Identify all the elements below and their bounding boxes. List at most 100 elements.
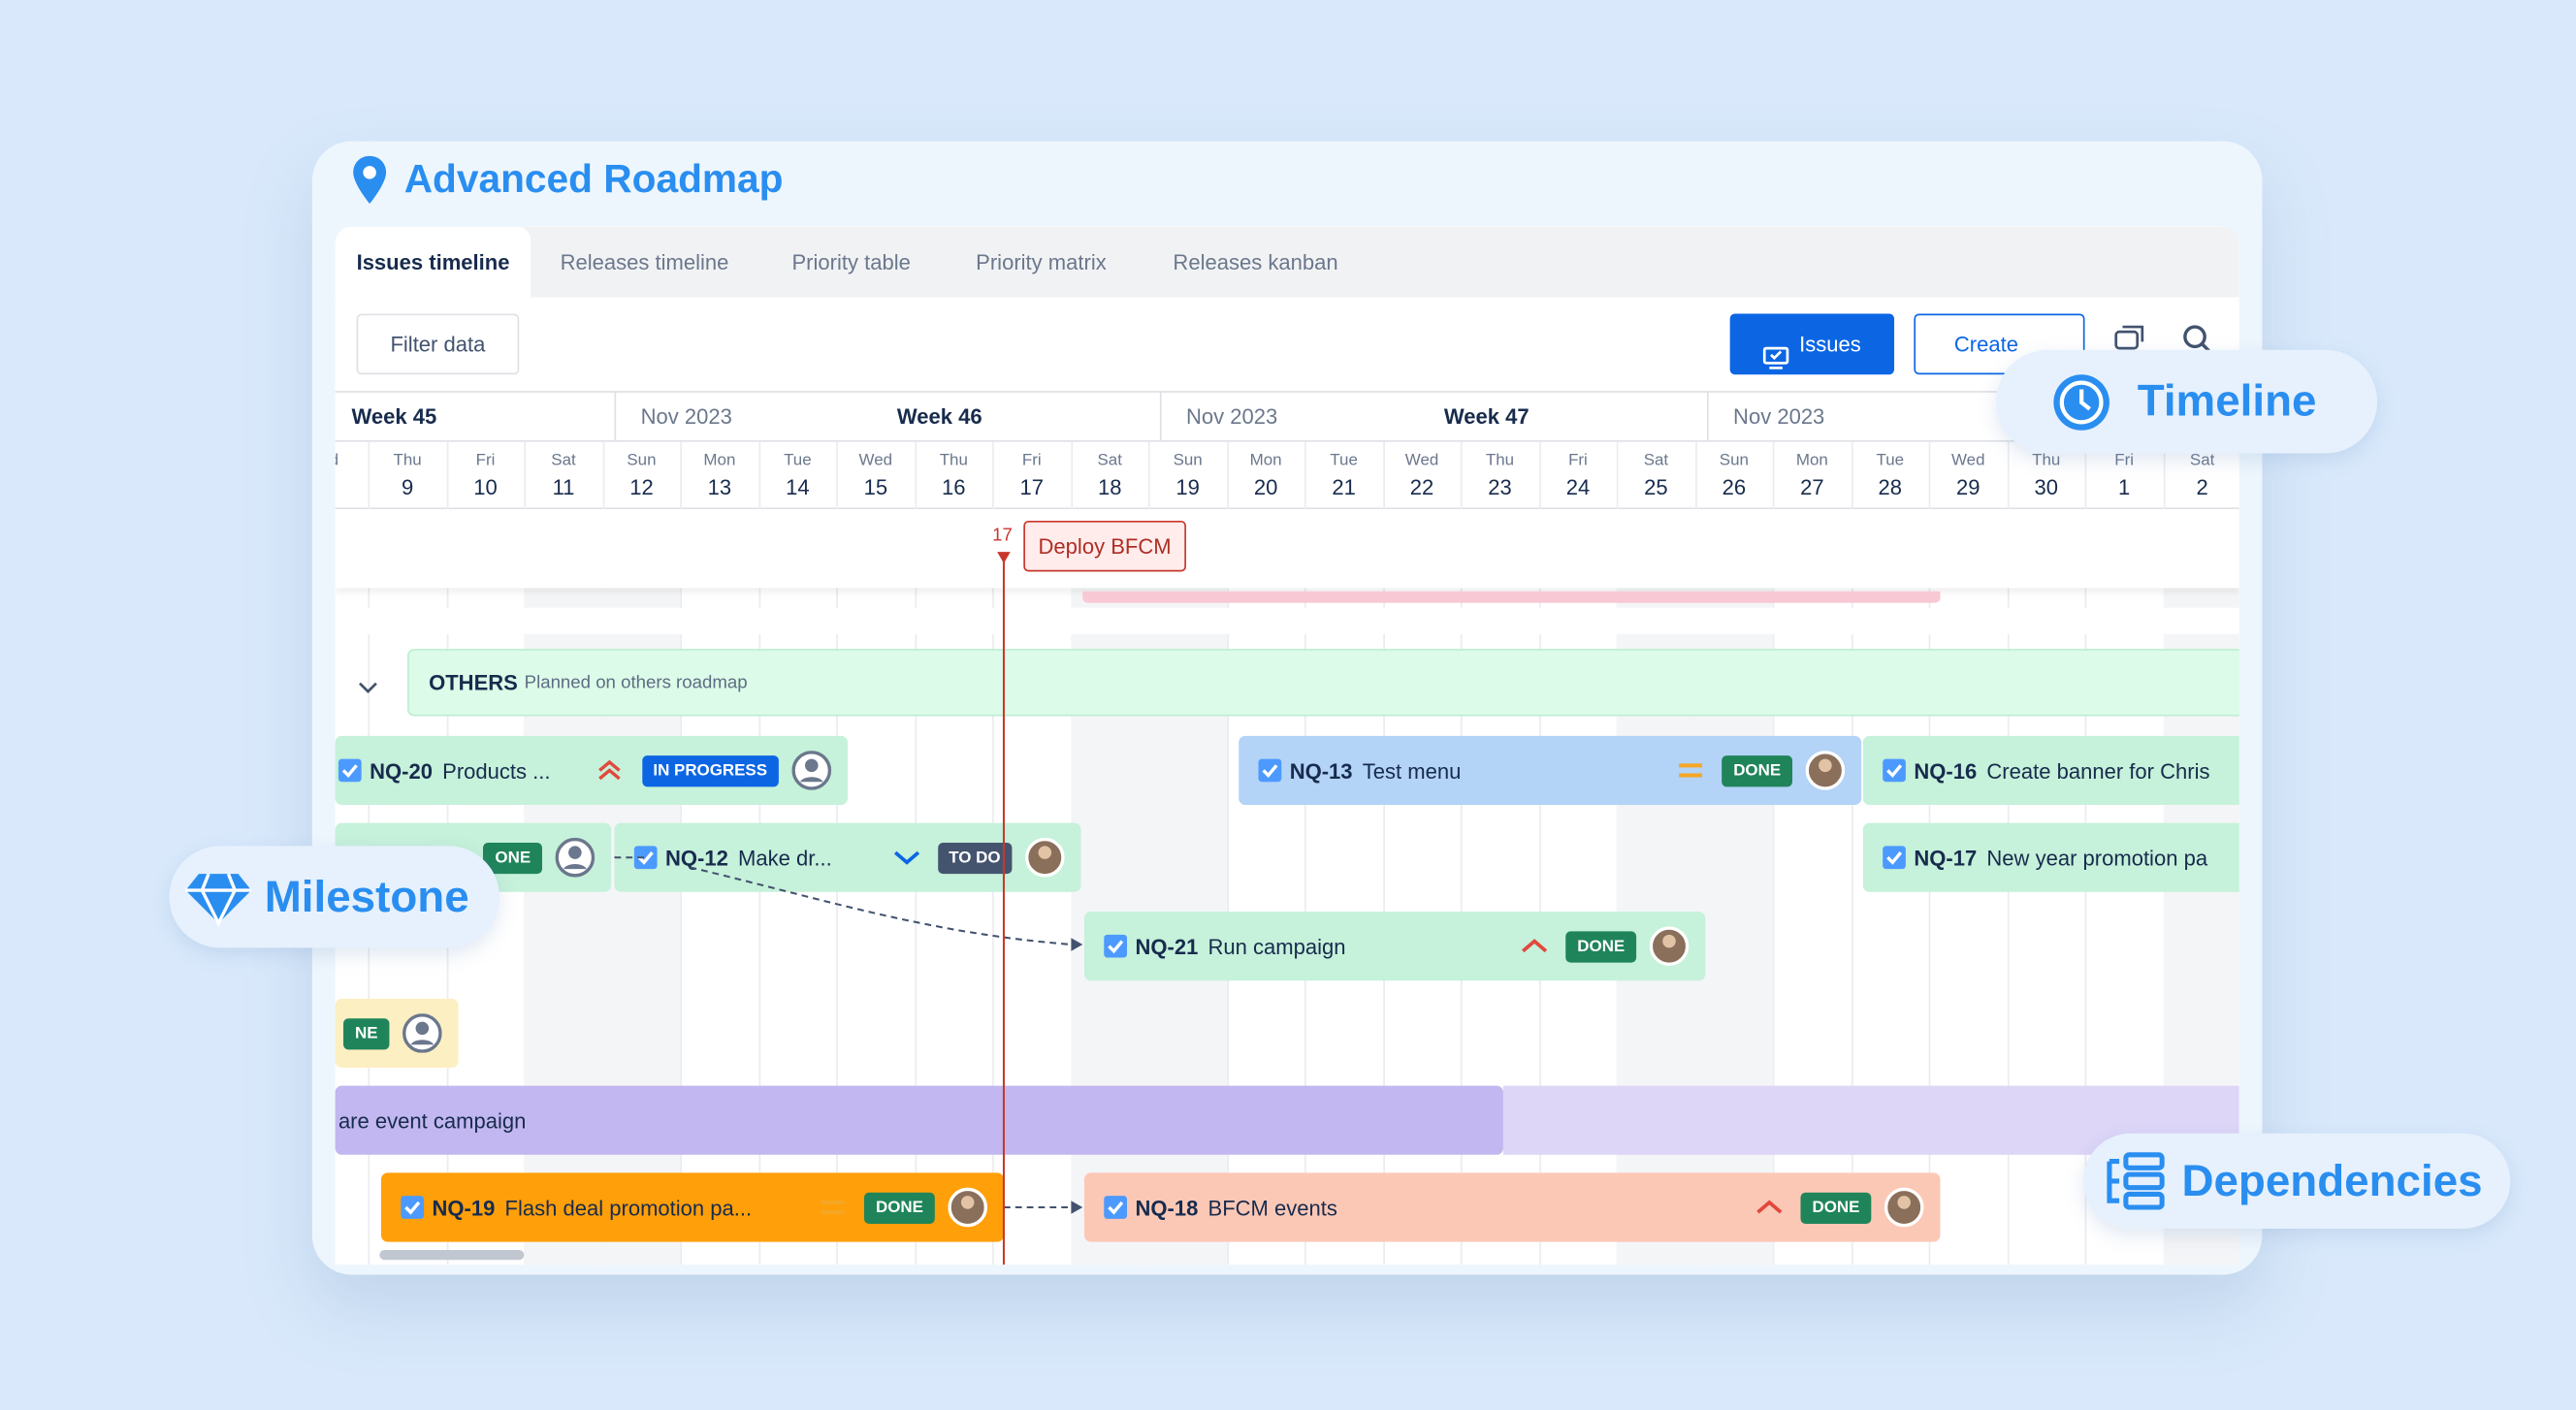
checkbox-svg — [1886, 764, 1903, 779]
priority-icon-svg — [597, 759, 620, 781]
milestone-band — [335, 509, 2239, 589]
checkbox — [1104, 1196, 1128, 1219]
day-name: Wed — [1950, 451, 1985, 470]
header-line — [335, 391, 2239, 393]
day-name: Thu — [393, 451, 422, 470]
tab[interactable]: Priority matrix — [976, 249, 1107, 274]
avatar-svg — [1649, 926, 1690, 967]
week-divider — [1706, 391, 1709, 440]
priority-icon-svg — [893, 850, 919, 865]
day-number: 20 — [1253, 474, 1278, 499]
avatar — [1649, 926, 1690, 967]
avatar — [1805, 751, 1846, 790]
scrollbar — [379, 1250, 525, 1261]
chevron — [2032, 339, 2045, 374]
issue-key: NQ-13 — [1289, 757, 1353, 784]
day-divider — [1538, 441, 1541, 1266]
priority-icon — [891, 843, 920, 872]
checkbox — [338, 758, 362, 783]
issue-summary: Create banner for Chris — [1986, 757, 2210, 784]
day-name: Thu — [939, 451, 968, 470]
pin-icon — [353, 155, 387, 205]
checkbox — [633, 846, 658, 870]
checkbox — [1883, 758, 1906, 783]
issue-bar[interactable]: NQ-16 Create banner for Chris — [1862, 735, 2239, 806]
issue-bar[interactable]: NQ-21 Run campaign DONE — [1083, 912, 1706, 981]
day-name: Tue — [1330, 451, 1358, 470]
issues-icon — [1763, 333, 1789, 369]
issue-summary: Products ... — [442, 757, 551, 784]
checkbox-svg — [1108, 1201, 1124, 1215]
issues-button[interactable]: Issues — [1729, 313, 1895, 375]
create-label: Create — [1953, 332, 2018, 357]
checkbox — [401, 1196, 425, 1219]
group-name: OTHERS — [429, 670, 518, 695]
collapse-chevron[interactable] — [358, 673, 377, 694]
tab[interactable]: Issues timeline — [335, 226, 531, 298]
gap-band — [335, 607, 2239, 634]
issue-bar[interactable]: NQ-13 Test menu DONE — [1239, 735, 1862, 806]
tab[interactable]: Priority table — [791, 249, 911, 274]
day-number: 10 — [473, 474, 498, 499]
issue-summary: Flash deal promotion pa... — [504, 1195, 753, 1220]
day-divider — [1851, 441, 1853, 1266]
priority-icon — [1520, 931, 1549, 960]
title: Advanced Roadmap — [403, 157, 784, 203]
comment-icon[interactable] — [2114, 325, 2147, 354]
create-button[interactable]: Create — [1914, 313, 2085, 375]
collapse-chevron-svg — [359, 682, 377, 694]
avatar-svg — [791, 751, 832, 790]
day-number: 21 — [1332, 474, 1356, 499]
week-label: Nov 2023 — [1733, 403, 1825, 430]
day-number: 13 — [707, 474, 732, 499]
day-divider — [1304, 441, 1307, 1266]
filter-button[interactable]: Filter data — [356, 313, 520, 375]
dependencies-callout: Dependencies — [2082, 1133, 2511, 1230]
checkbox-svg — [1262, 764, 1278, 779]
avatar — [791, 751, 832, 790]
issue-key: NQ-17 — [1914, 845, 1978, 870]
day-name: Fri — [1021, 451, 1042, 470]
checkbox-svg — [404, 1201, 421, 1215]
comment-icon-svg — [2114, 325, 2144, 350]
issue-summary: Test menu — [1362, 757, 1462, 784]
group-row: OTHERS Planned on others roadmap — [407, 649, 2239, 717]
status-badge: DONE — [1800, 1191, 1872, 1224]
issue-bar[interactable]: are event campaign — [335, 1085, 1503, 1155]
day-name: Fri — [2114, 451, 2135, 470]
issue-bar[interactable]: NQ-12 Make dr... TO DO — [614, 822, 1081, 892]
week-label: Week 47 — [1443, 403, 1530, 430]
day-number: 15 — [863, 474, 888, 499]
tab[interactable]: Releases kanban — [1173, 249, 1338, 274]
day-name: Tue — [1876, 451, 1905, 470]
day-number: 27 — [1800, 474, 1824, 499]
day-name: Fri — [475, 451, 496, 470]
issue-bar[interactable]: NE — [335, 998, 459, 1069]
issue-key: NQ-21 — [1135, 933, 1199, 959]
issue-bar[interactable]: NQ-20 Products ... IN PROGRESS — [335, 735, 849, 806]
issue-bar[interactable]: NQ-17 New year promotion pa — [1862, 822, 2239, 892]
priority-icon — [596, 755, 625, 785]
day-name: Sat — [2189, 451, 2215, 470]
day-number: 17 — [1019, 474, 1045, 499]
status-badge: IN PROGRESS — [641, 754, 779, 786]
issue-bar[interactable]: NQ-18 BFCM events DONE — [1083, 1172, 1941, 1242]
day-divider — [1382, 441, 1385, 1266]
day-name: Sun — [627, 451, 657, 470]
dependency-icon — [2107, 1152, 2165, 1210]
day-name: Wed — [858, 451, 893, 470]
issue-bar[interactable]: NQ-19 Flash deal promotion pa... DONE — [380, 1172, 1004, 1242]
day-name: Sun — [1173, 451, 1203, 470]
day-name: Tue — [784, 451, 812, 470]
milestone-day: 17 — [992, 526, 1013, 546]
milestone-label[interactable]: Deploy BFCM — [1023, 520, 1186, 572]
issue-key: NQ-20 — [370, 757, 433, 784]
avatar-svg — [948, 1187, 988, 1228]
tab[interactable]: Releases timeline — [560, 249, 729, 274]
priority-icon — [1676, 755, 1705, 785]
checkbox — [1883, 846, 1906, 870]
day-name: Mon — [703, 451, 736, 470]
avatar — [1024, 837, 1065, 878]
